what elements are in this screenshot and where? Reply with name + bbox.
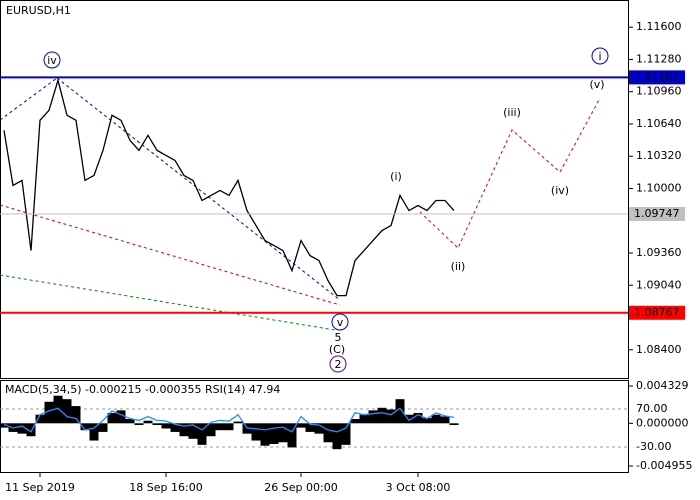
wave-line bbox=[0, 274, 336, 331]
macd-bar bbox=[431, 414, 441, 424]
macd-bar bbox=[224, 423, 234, 431]
wave-lines bbox=[0, 77, 601, 331]
macd-bar bbox=[413, 412, 423, 424]
level-label: 1.09747 bbox=[634, 207, 680, 220]
y-tick-label: 1.11280 bbox=[636, 52, 682, 65]
macd-bar bbox=[314, 423, 324, 434]
macd-bar bbox=[71, 406, 81, 424]
macd-bar bbox=[143, 420, 153, 424]
macd-bar bbox=[296, 423, 306, 428]
wave-label: (iii) bbox=[503, 106, 521, 119]
wave-label: (ii) bbox=[451, 260, 466, 273]
macd-bar bbox=[80, 423, 90, 431]
y-tick-label: 1.10000 bbox=[636, 181, 682, 194]
macd-bar bbox=[26, 423, 36, 437]
macd-bar bbox=[62, 399, 72, 424]
macd-bar bbox=[107, 412, 117, 424]
macd-bar bbox=[35, 414, 45, 424]
macd-bar bbox=[269, 423, 279, 444]
wave-line bbox=[0, 204, 341, 306]
macd-bar bbox=[404, 414, 414, 424]
y-tick-label: 1.09040 bbox=[636, 278, 682, 291]
macd-bar bbox=[332, 423, 342, 450]
wave-label: i bbox=[598, 50, 601, 63]
rsi-line bbox=[3, 407, 455, 433]
level-label: 1.11102 bbox=[634, 70, 680, 83]
macd-bar bbox=[359, 414, 369, 424]
y-tick-label: -0.004955 bbox=[636, 459, 692, 472]
macd-bar bbox=[188, 423, 198, 439]
macd-bar bbox=[377, 407, 387, 424]
macd-bar bbox=[422, 418, 432, 424]
macd-bar bbox=[116, 410, 126, 424]
macd-bar bbox=[170, 423, 180, 432]
level-label: 1.08767 bbox=[634, 306, 680, 319]
indicator-title: MACD(5,34,5) -0.000215 -0.000355 RSI(14)… bbox=[5, 383, 280, 396]
chart-title: EURUSD,H1 bbox=[6, 4, 71, 17]
macd-bar bbox=[161, 423, 171, 429]
wave-circle bbox=[43, 51, 61, 69]
macd-bar bbox=[197, 423, 207, 445]
macd-bar bbox=[89, 423, 99, 441]
wave-circle bbox=[331, 313, 349, 331]
macd-bar bbox=[233, 421, 243, 424]
macd-bar bbox=[134, 423, 144, 426]
level-box bbox=[629, 305, 685, 320]
macd-bar bbox=[395, 399, 405, 424]
macd-bar bbox=[53, 395, 63, 424]
macd-bar bbox=[341, 423, 351, 445]
macd-bar bbox=[260, 423, 270, 446]
macd-bar bbox=[278, 423, 288, 443]
y-tick-label: 1.10640 bbox=[636, 117, 682, 130]
macd-bar bbox=[287, 423, 297, 448]
macd-bar bbox=[152, 423, 162, 426]
macd-bar bbox=[386, 409, 396, 424]
y2-tick-label: -30.00 bbox=[636, 440, 671, 453]
price-panel bbox=[0, 0, 629, 379]
x-tick-label: 3 Oct 08:00 bbox=[386, 481, 451, 494]
wave-label: 5 bbox=[335, 331, 342, 344]
macd-bar bbox=[44, 401, 54, 424]
wave-label: v bbox=[337, 316, 344, 329]
macd-bar bbox=[368, 410, 378, 424]
y2-tick-label: 70.00 bbox=[636, 402, 668, 415]
macd-bar bbox=[17, 423, 27, 434]
wave-label: (C) bbox=[329, 343, 345, 356]
macd-bar bbox=[179, 423, 189, 437]
y-tick-label: 1.10320 bbox=[636, 149, 682, 162]
macd-bar bbox=[0, 423, 9, 428]
y-tick-label: 1.10960 bbox=[636, 85, 682, 98]
macd-bar bbox=[305, 423, 315, 432]
x-tick-label: 18 Sep 16:00 bbox=[129, 481, 202, 494]
level-box bbox=[629, 206, 685, 221]
wave-label: (i) bbox=[390, 170, 402, 183]
wave-label: 2 bbox=[335, 358, 342, 371]
wave-circle bbox=[329, 355, 347, 373]
macd-bar bbox=[215, 423, 225, 431]
macd-bar bbox=[449, 423, 459, 426]
projection-line bbox=[419, 97, 601, 249]
wave-circle bbox=[591, 47, 609, 65]
macd-bar bbox=[251, 423, 261, 441]
y-tick-label: 1.09360 bbox=[636, 246, 682, 259]
x-tick-label: 26 Sep 00:00 bbox=[264, 481, 337, 494]
y-tick-label: 0.004329 bbox=[636, 379, 689, 392]
macd-bar bbox=[206, 423, 216, 437]
wave-label: (v) bbox=[589, 78, 604, 91]
macd-bar bbox=[440, 416, 450, 424]
macd-bar bbox=[350, 418, 360, 424]
macd-bar bbox=[323, 423, 333, 443]
wave-label: iv bbox=[47, 54, 57, 67]
y-tick-label: 0.000000 bbox=[636, 416, 689, 429]
macd-bar bbox=[125, 418, 135, 424]
y-tick-label: 1.08400 bbox=[636, 343, 682, 356]
x-tick-label: 11 Sep 2019 bbox=[5, 481, 75, 494]
wave-label: (iv) bbox=[551, 184, 569, 197]
macd-bar bbox=[98, 423, 108, 432]
y-tick-label: 1.11600 bbox=[636, 20, 682, 33]
price-line bbox=[3, 77, 455, 297]
level-box bbox=[629, 70, 685, 85]
